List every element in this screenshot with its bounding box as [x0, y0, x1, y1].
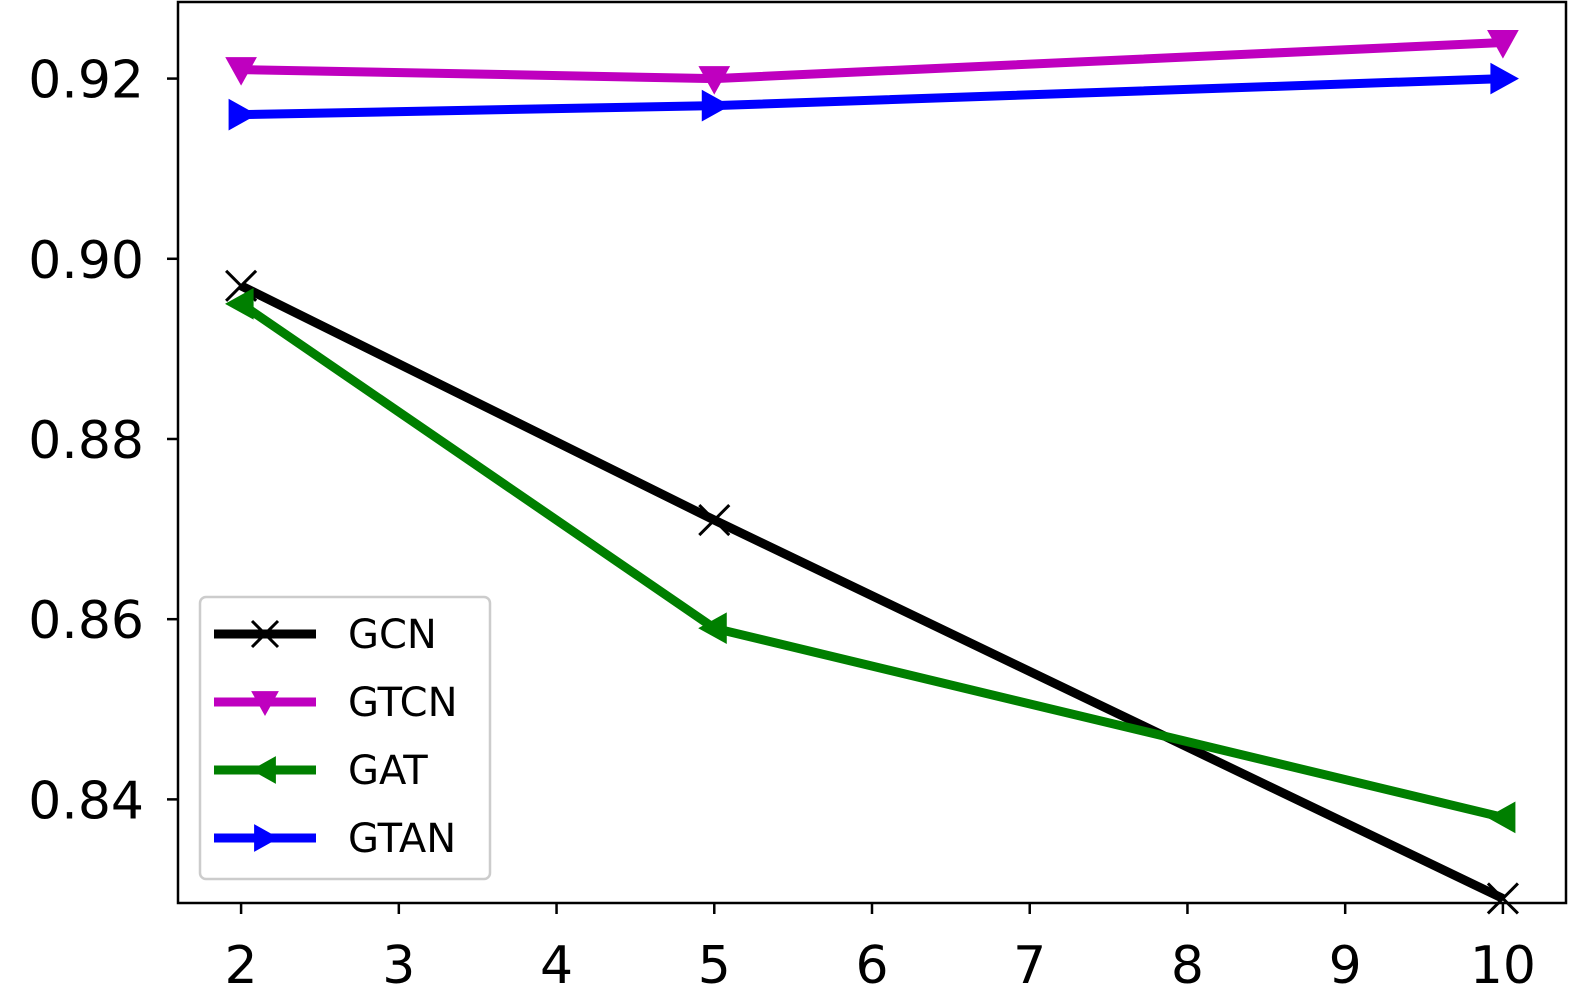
legend-item-gcn: GCN — [214, 612, 437, 658]
x-tick-label-7: 7 — [1013, 936, 1046, 996]
x-tick-label-6: 6 — [855, 936, 888, 996]
x-tick-label-5: 5 — [698, 936, 731, 996]
data-point-gtcn-5 — [698, 66, 731, 95]
x-tick-label-3: 3 — [382, 936, 415, 996]
x-tick-label-10: 10 — [1470, 936, 1536, 996]
series-gat — [225, 287, 1516, 834]
series-line-gtcn — [241, 38, 1504, 84]
y-tick-label-1: 0.86 — [28, 591, 144, 651]
legend-marker-gtcn — [251, 691, 279, 717]
legend-label-gcn: GCN — [348, 612, 437, 658]
data-point-gat-10 — [1486, 801, 1516, 834]
data-point-gat-2 — [225, 287, 254, 320]
y-tick-label-2: 0.88 — [28, 411, 144, 471]
data-point-gtan-2 — [228, 98, 258, 131]
legend-item-gtan: GTAN — [214, 816, 456, 862]
legend-marker-gat — [250, 756, 276, 784]
data-point-gtan-5 — [701, 89, 731, 122]
x-tick-label-4: 4 — [540, 936, 573, 996]
data-point-gtan-10 — [1490, 62, 1519, 95]
legend-marker-gcn — [250, 619, 280, 649]
y-tick-label-3: 0.90 — [28, 231, 144, 291]
data-point-gcn-5 — [698, 504, 731, 537]
data-point-gcn-10 — [1486, 882, 1519, 915]
data-point-gtcn-2 — [225, 57, 257, 86]
series-layer — [225, 30, 1519, 915]
x-tick-label-2: 2 — [225, 936, 258, 996]
legend: GCN GTCN GAT GTAN — [198, 595, 492, 881]
legend-label-gtan: GTAN — [348, 816, 456, 862]
x-tick-label-9: 9 — [1329, 936, 1362, 996]
legend-item-gat: GAT — [214, 748, 428, 794]
data-point-gat-5 — [698, 612, 727, 645]
legend-label-gat: GAT — [348, 748, 428, 794]
series-line-gtan — [241, 74, 1504, 120]
y-tick-label-4: 0.92 — [28, 51, 144, 111]
series-gcn — [225, 269, 1519, 915]
legend-item-gtcn: GTCN — [214, 680, 458, 726]
series-gtcn — [225, 30, 1519, 95]
legend-marker-gtan — [254, 824, 280, 852]
x-tick-label-8: 8 — [1171, 936, 1204, 996]
legend-label-gtcn: GTCN — [348, 680, 458, 726]
y-tick-label-0: 0.84 — [28, 771, 144, 831]
axes-layer: 2 3 4 5 6 7 8 9 10 0.84 0.86 0.88 0.90 0.92 — [28, 0, 1568, 996]
series-gtan — [228, 62, 1519, 131]
legend-box — [198, 595, 492, 881]
data-point-gtcn-10 — [1487, 30, 1519, 59]
